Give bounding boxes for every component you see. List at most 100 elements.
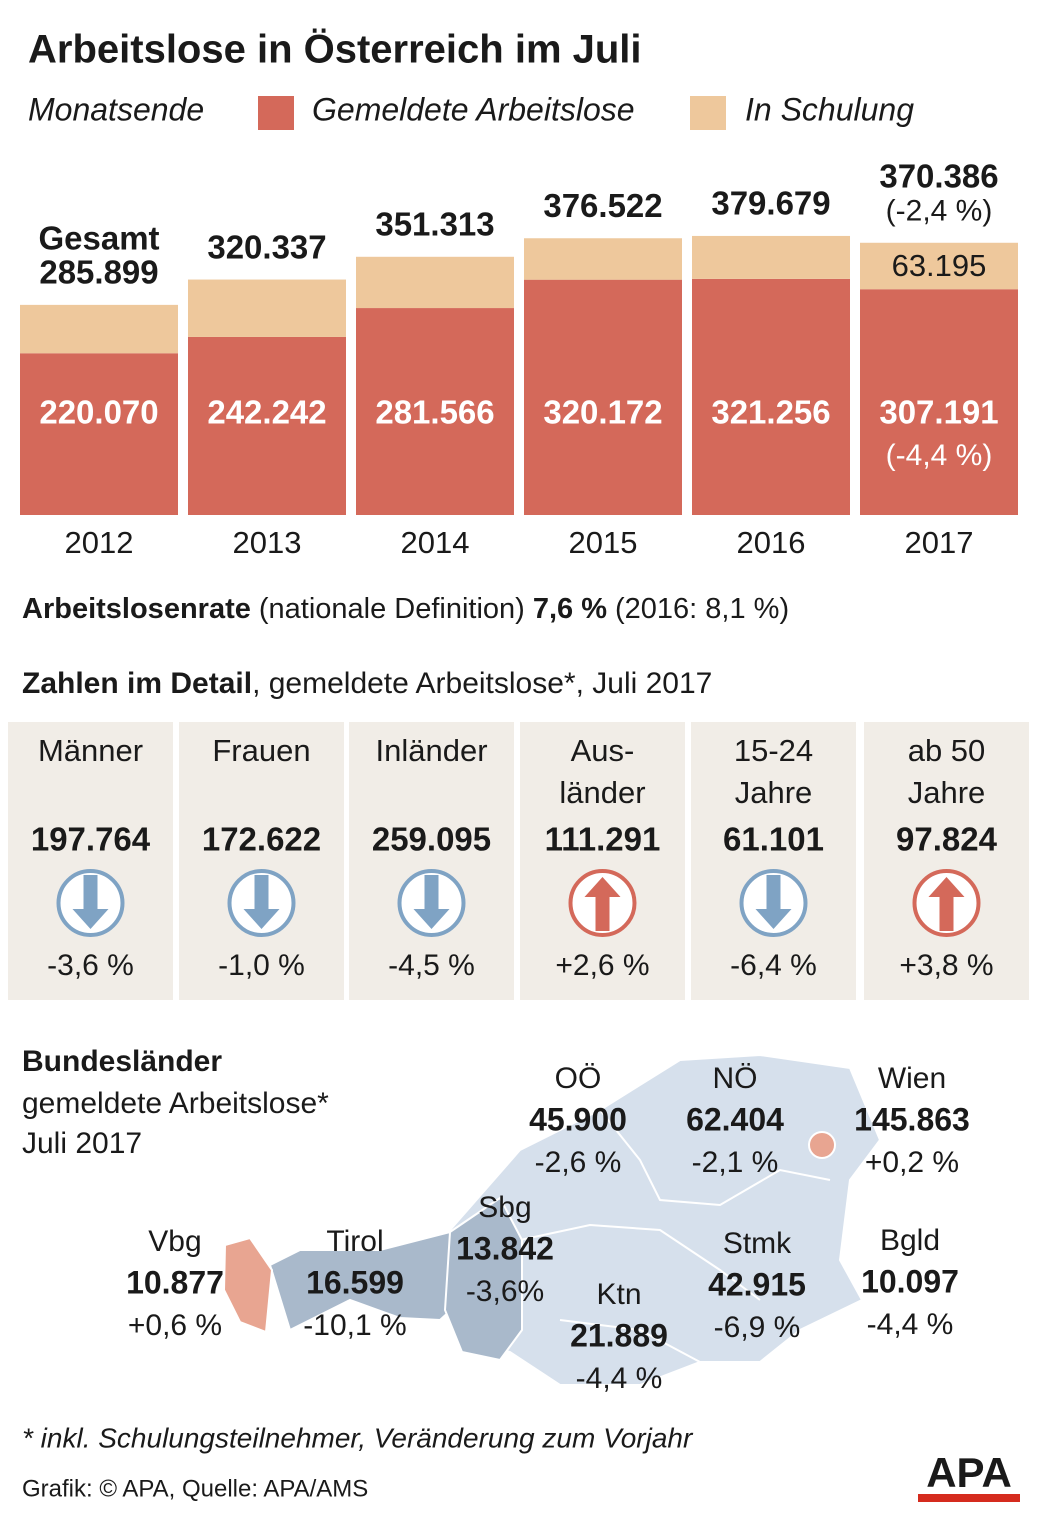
legend-swatch (690, 96, 726, 130)
state-name: OÖ (555, 1062, 602, 1095)
trend-arrow (413, 875, 450, 929)
state-change: -4,4 % (576, 1362, 663, 1395)
rate-value: 7,6 % (533, 593, 607, 625)
footnote: * inkl. Schulungsteilnehmer, Veränderung… (22, 1422, 694, 1453)
detail-value: 197.764 (31, 821, 151, 858)
state-change: +0,6 % (128, 1309, 222, 1342)
map-region (448, 1053, 882, 1386)
chart-subtitle: Monatsende (28, 91, 204, 127)
bar-segment (188, 279, 346, 337)
detail-value: 111.291 (545, 821, 661, 858)
state-name: Wien (878, 1062, 946, 1095)
detail-change: +3,8 % (899, 949, 993, 982)
map-border (599, 1109, 831, 1207)
bar-segment (692, 278, 850, 515)
state-name: Stmk (723, 1227, 792, 1260)
logo-bar (918, 1494, 1020, 1502)
bar-segment (356, 256, 514, 309)
x-tick-label: 2016 (737, 525, 806, 560)
state-name: Ktn (596, 1278, 641, 1311)
state-name: Sbg (478, 1191, 531, 1224)
detail-label: Jahre (908, 775, 986, 810)
state-change: -4,4 % (867, 1308, 954, 1341)
detail-change: +2,6 % (555, 949, 649, 982)
state-change: -3,6% (466, 1275, 544, 1308)
x-tick-label: 2017 (905, 525, 974, 560)
detail-card (349, 722, 514, 1000)
trend-arrow (584, 877, 621, 931)
bar-segment (188, 336, 346, 515)
details-title: Zahlen im Detail (22, 667, 252, 700)
detail-card (520, 722, 685, 1000)
total-label: 285.899 (39, 254, 158, 291)
rate-definition: (nationale Definition) (259, 593, 525, 625)
total-label: 379.679 (711, 185, 830, 222)
state-value: 42.915 (708, 1266, 806, 1302)
bar-segment (20, 353, 178, 515)
source: Grafik: © APA, Quelle: APA/AMS (22, 1475, 368, 1502)
x-tick-label: 2013 (233, 525, 302, 560)
detail-label: Jahre (735, 775, 813, 810)
total-label: 370.386 (879, 157, 998, 194)
total-label: 320.337 (207, 228, 326, 265)
austria-map (222, 1053, 882, 1386)
legend-swatch (258, 96, 294, 130)
bar-segment (524, 238, 682, 280)
detail-card (8, 722, 173, 1000)
rate-label: Arbeitslosenrate (22, 593, 251, 625)
total-prefix: Gesamt (38, 220, 159, 257)
bar-value-label: 220.070 (39, 394, 158, 431)
state-value: 145.863 (854, 1101, 970, 1137)
state-value: 13.842 (456, 1230, 554, 1266)
detail-change: -3,6 % (47, 949, 134, 982)
total-label: 376.522 (543, 187, 662, 224)
bar-value-label: 242.242 (207, 394, 326, 431)
state-value: 10.877 (126, 1264, 224, 1300)
detail-value: 259.095 (372, 821, 491, 858)
bar-value-label: 63.195 (892, 248, 987, 283)
detail-label: Männer (38, 733, 143, 768)
detail-label: Frauen (212, 733, 310, 768)
bar-value-label: 307.191 (879, 394, 998, 431)
legend-label: Gemeldete Arbeitslose (312, 91, 635, 127)
details-heading: Zahlen im Detail, gemeldete Arbeitslose*… (22, 667, 712, 700)
detail-card (864, 722, 1029, 1000)
details-subtitle: , gemeldete Arbeitslose*, Juli 2017 (252, 667, 712, 700)
bar-segment (860, 242, 1018, 290)
state-name: Tirol (326, 1225, 383, 1258)
total-note: (-2,4 %) (886, 195, 993, 228)
trend-arrow (928, 877, 965, 931)
states-subtitle: gemeldete Arbeitslose* (22, 1087, 329, 1120)
logo: APA (926, 1449, 1012, 1496)
map-region (443, 1196, 523, 1362)
state-change: -10,1 % (303, 1309, 406, 1342)
bar-value-label: 320.172 (543, 394, 662, 431)
states-subtitle: Juli 2017 (22, 1127, 142, 1160)
bar-segment (692, 235, 850, 279)
state-value: 45.900 (529, 1101, 627, 1137)
states-title: Bundesländer (22, 1045, 222, 1078)
map-region (222, 1236, 274, 1334)
chart-title: Arbeitslose in Österreich im Juli (28, 27, 642, 72)
state-change: -2,6 % (535, 1146, 622, 1179)
state-value: 21.889 (570, 1317, 668, 1353)
detail-card (691, 722, 856, 1000)
state-change: -2,1 % (692, 1146, 779, 1179)
bar-value-label: 321.256 (711, 394, 830, 431)
state-change: -6,9 % (714, 1311, 801, 1344)
bar-segment (356, 308, 514, 515)
x-tick-label: 2012 (65, 525, 134, 560)
bar-segment (20, 304, 178, 354)
legend-label: In Schulung (745, 91, 914, 127)
detail-label: ab 50 (908, 733, 986, 768)
rate-line: Arbeitslosenrate (nationale Definition) 7,… (22, 593, 789, 625)
bar-value-note: (-4,4 %) (886, 439, 993, 472)
state-value: 62.404 (686, 1101, 784, 1137)
detail-label: Inländer (375, 733, 487, 768)
total-label: 351.313 (375, 206, 494, 243)
detail-change: -1,0 % (218, 949, 305, 982)
state-name: NÖ (713, 1062, 758, 1095)
state-name: Vbg (148, 1225, 201, 1258)
rate-previous: (2016: 8,1 %) (615, 593, 789, 625)
